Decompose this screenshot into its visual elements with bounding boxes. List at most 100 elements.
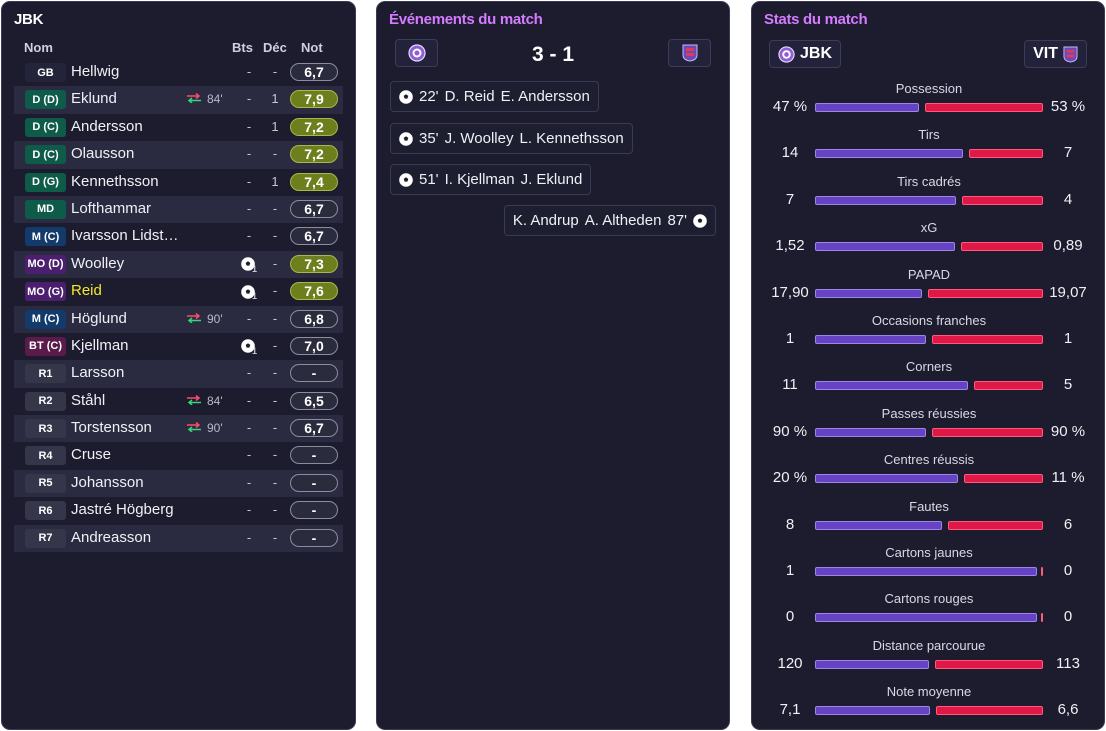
- event-scorer: D. Reid: [444, 88, 495, 105]
- goal-event[interactable]: 51' I. Kjellman J. Eklund: [390, 164, 592, 195]
- player-row[interactable]: R1 Larsson - - -: [14, 360, 343, 388]
- goals-cell: -: [246, 392, 252, 408]
- home-team-chip[interactable]: JBK: [769, 40, 842, 68]
- rating-pill: -: [290, 501, 338, 520]
- event-minute: 87': [667, 212, 687, 229]
- header-rating[interactable]: Not: [301, 40, 323, 55]
- goal-ball-icon: [241, 257, 255, 272]
- home-bar: [815, 242, 955, 252]
- stat-away-value: 0,89: [1053, 237, 1083, 255]
- substitution-time: 90': [207, 311, 223, 326]
- player-row[interactable]: R7 Andreasson - - -: [14, 524, 343, 553]
- player-name[interactable]: Ståhl: [71, 391, 106, 409]
- away-bar: [948, 520, 1043, 530]
- rating-pill: 7,2: [290, 117, 338, 136]
- player-name[interactable]: Larsson: [71, 364, 125, 382]
- position-badge: D (C): [25, 117, 66, 137]
- player-name[interactable]: Johansson: [71, 473, 144, 491]
- player-row[interactable]: R4 Cruse - - -: [14, 442, 343, 469]
- goals-count: 1: [251, 345, 257, 356]
- player-row[interactable]: D (G) Kennethsson - 1 7,4: [14, 169, 343, 196]
- player-name[interactable]: Reid: [71, 282, 102, 300]
- home-bar: [815, 613, 1037, 623]
- position-badge: R3: [25, 419, 66, 439]
- player-name[interactable]: Ivarsson Lidst…: [71, 227, 179, 245]
- player-name[interactable]: Kjellman: [71, 336, 129, 354]
- player-name[interactable]: Woolley: [71, 254, 125, 272]
- player-name[interactable]: Andersson: [71, 117, 143, 135]
- player-row[interactable]: GB Hellwig - -6,7: [14, 59, 343, 86]
- decisive-cell: -: [272, 365, 278, 381]
- decisive-cell: -: [272, 228, 278, 244]
- stat-bar: [815, 288, 1043, 298]
- goals-cell: 1: [239, 283, 259, 301]
- player-row[interactable]: R5 Johansson - - -: [14, 469, 343, 498]
- decisive-cell: -: [272, 64, 278, 79]
- goal-event[interactable]: K. Andrup A. Altheden 87': [503, 205, 716, 236]
- goals-count: 1: [251, 263, 257, 274]
- event-assist: L. Kennethsson: [519, 130, 624, 147]
- player-name[interactable]: Torstensson: [71, 419, 152, 437]
- player-name[interactable]: Eklund: [71, 90, 117, 108]
- stat-row: Cartons rouges 0 0: [752, 591, 1104, 635]
- goal-event[interactable]: 35' J. Woolley L. Kennethsson: [390, 123, 633, 154]
- player-row[interactable]: MD Lofthammar - -6,7: [14, 195, 343, 224]
- away-bar: [961, 242, 1043, 252]
- rating-pill: 7,0: [290, 336, 338, 355]
- player-name[interactable]: Kennethsson: [71, 172, 159, 190]
- player-name[interactable]: Olausson: [71, 145, 135, 163]
- player-row[interactable]: D (D) Eklund 84' - 1 7,9: [14, 86, 343, 114]
- player-name[interactable]: Hellwig: [71, 63, 120, 80]
- goals-cell: -: [246, 200, 252, 216]
- stat-label: Distance parcourue: [872, 637, 986, 653]
- home-bar: [815, 659, 929, 669]
- stat-away-value: 6,6: [1057, 701, 1079, 719]
- player-name[interactable]: Cruse: [71, 446, 112, 464]
- player-name[interactable]: Höglund: [71, 309, 127, 327]
- goals-cell: -: [246, 529, 252, 545]
- player-row[interactable]: R2 Ståhl 84' - -6,5: [14, 388, 343, 415]
- home-team-badge[interactable]: [395, 39, 438, 67]
- stat-bar: [815, 567, 1043, 576]
- away-bar: [925, 103, 1043, 112]
- home-bar: [815, 335, 926, 344]
- stat-home-value: 11: [782, 376, 798, 394]
- substitution-indicator: 90': [186, 312, 223, 326]
- decisive-cell: -: [272, 200, 278, 216]
- goal-event[interactable]: 22' D. Reid E. Andersson: [390, 81, 599, 112]
- player-row[interactable]: M (C) Ivarsson Lidst… - -6,7: [14, 223, 343, 250]
- stat-label: Corners: [905, 359, 953, 375]
- player-row[interactable]: BT (C) Kjellman 1 -7,0: [14, 333, 343, 360]
- header-decisive[interactable]: Déc: [263, 40, 287, 55]
- player-name[interactable]: Lofthammar: [71, 199, 152, 217]
- stat-home-value: 20 %: [772, 469, 808, 487]
- player-name[interactable]: Jastré Högberg: [71, 501, 174, 519]
- player-row[interactable]: R6 Jastré Högberg - - -: [14, 497, 343, 524]
- away-bar: [1041, 567, 1043, 576]
- lineup-title: JBK: [14, 11, 44, 28]
- player-row[interactable]: D (C) Olausson - -7,2: [14, 141, 343, 169]
- goals-cell: -: [246, 474, 252, 490]
- player-row[interactable]: D (C) Andersson - 1 7,2: [14, 114, 343, 141]
- stat-label: Occasions franches: [871, 313, 987, 328]
- rating-pill: -: [290, 473, 338, 492]
- away-crest-icon: [1063, 46, 1078, 62]
- event-scorer: I. Kjellman: [444, 171, 515, 188]
- player-name[interactable]: Andreasson: [71, 528, 152, 546]
- event-assist: E. Andersson: [500, 88, 590, 105]
- player-row[interactable]: MO (D) Woolley 1 -7,3: [14, 250, 343, 279]
- rating-pill: 7,6: [290, 282, 338, 301]
- stat-bar: [815, 195, 1043, 205]
- event-minute: 22': [419, 88, 439, 105]
- player-row[interactable]: M (C) Höglund 90' - -6,8: [14, 305, 343, 333]
- header-name[interactable]: Nom: [24, 40, 53, 55]
- away-team-chip[interactable]: VIT: [1024, 40, 1087, 68]
- stats-title: Stats du match: [764, 11, 868, 28]
- away-team-badge[interactable]: [668, 39, 711, 67]
- player-row[interactable]: MO (G) Reid 1 -7,6: [14, 278, 343, 305]
- position-badge: R2: [25, 391, 66, 411]
- header-goals[interactable]: Bts: [232, 40, 253, 55]
- stat-bar: [815, 335, 1043, 344]
- decisive-cell: 1: [271, 118, 279, 134]
- player-row[interactable]: R3 Torstensson 90' - -6,7: [14, 415, 343, 443]
